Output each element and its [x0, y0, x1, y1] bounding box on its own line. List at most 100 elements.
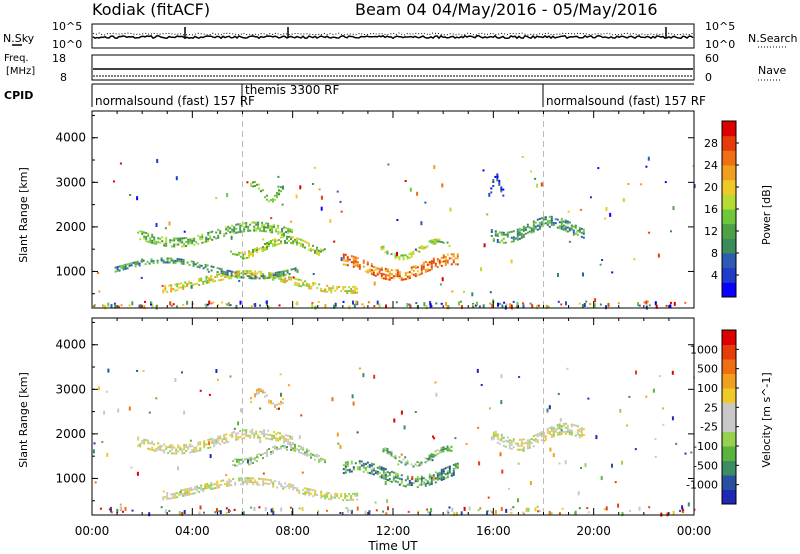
sparse-echo-cell [664, 181, 667, 184]
sparse-echo-cell [225, 507, 228, 510]
echo-cell [362, 261, 365, 264]
sparse-echo-cell [626, 424, 628, 427]
echo-cell [406, 257, 409, 260]
echo-cell [283, 435, 286, 438]
echo-cell [249, 430, 252, 433]
colorbar-tick-label: 24 [704, 159, 718, 172]
echo-cell [488, 192, 491, 195]
echo-cell [285, 440, 288, 443]
echo-cell [264, 249, 266, 251]
echo-cell [432, 259, 435, 262]
echo-cell [165, 242, 168, 245]
echo-cell [175, 448, 178, 451]
echo-cell [490, 436, 493, 439]
echo-cell [268, 479, 271, 481]
echo-cell [496, 441, 499, 444]
echo-cell [217, 228, 220, 231]
echo-cell [128, 264, 131, 267]
echo-cell [568, 433, 571, 436]
echo-cell [430, 268, 433, 271]
echo-cell [318, 454, 320, 457]
echo-cell [243, 437, 246, 440]
sparse-echo-cell [420, 221, 423, 226]
echo-cell [207, 439, 210, 441]
echo-cell [350, 462, 353, 465]
echo-cell [249, 229, 252, 232]
sparse-echo-cell [238, 279, 241, 282]
echo-cell [378, 471, 381, 474]
echo-cell [438, 263, 441, 266]
echo-cell [228, 482, 231, 485]
echo-cell [576, 433, 579, 436]
echo-cell [223, 434, 226, 436]
echo-cell [251, 221, 254, 224]
sparse-echo-cell [214, 511, 217, 514]
echo-cell [174, 289, 177, 292]
sparse-echo-cell [581, 304, 584, 309]
echo-cell [281, 233, 284, 236]
echo-cell [228, 478, 231, 481]
echo-cell [193, 237, 196, 240]
echo-cell [440, 264, 443, 267]
echo-cell [292, 268, 295, 270]
colorbar-swatch [722, 446, 736, 461]
echo-cell [516, 228, 519, 231]
echo-cell [416, 270, 419, 273]
echo-cell [274, 403, 276, 406]
echo-cell [238, 270, 241, 273]
echo-cell [394, 472, 397, 475]
echo-cell [366, 465, 369, 468]
echo-cell [272, 481, 275, 484]
echo-cell [344, 467, 347, 470]
echo-cell [270, 479, 273, 482]
echo-cell [560, 427, 563, 429]
echo-cell [227, 229, 230, 232]
echo-cell [233, 232, 236, 235]
echo-cell [406, 277, 409, 280]
sparse-echo-cell [617, 503, 620, 508]
echo-cell [248, 277, 251, 280]
sparse-echo-cell [170, 304, 173, 307]
echo-cell [396, 481, 399, 484]
sparse-echo-cell [512, 506, 515, 509]
echo-cell [283, 441, 286, 444]
echo-cell [292, 488, 295, 491]
echo-cell [258, 277, 261, 280]
echo-cell [280, 274, 283, 277]
echo-cell [300, 285, 303, 288]
echo-cell [265, 437, 268, 440]
echo-cell [280, 278, 283, 281]
echo-cell [386, 471, 389, 474]
echo-cell [580, 227, 583, 230]
echo-cell [296, 239, 298, 242]
sparse-echo-cell [339, 444, 342, 449]
sparse-echo-cell [604, 217, 607, 220]
echo-cell [185, 237, 188, 239]
echo-cell [195, 448, 198, 451]
sparse-echo-cell [409, 187, 412, 192]
sparse-echo-cell [208, 441, 211, 446]
sparse-echo-cell [654, 438, 657, 441]
echo-cell [320, 248, 322, 251]
echo-cell [205, 236, 208, 239]
sparse-echo-cell [546, 408, 549, 413]
sparse-echo-cell [97, 272, 100, 274]
sparse-echo-cell [176, 305, 178, 308]
echo-cell [290, 447, 292, 449]
echo-cell [238, 274, 241, 277]
echo-cell [402, 254, 405, 257]
echo-cell [496, 435, 499, 438]
echo-cell [370, 273, 373, 276]
echo-cell [180, 258, 183, 261]
echo-cell [538, 227, 541, 230]
echo-cell [508, 445, 511, 448]
echo-cell [151, 239, 154, 242]
sparse-echo-cell [522, 302, 525, 305]
echo-cell [240, 477, 243, 480]
sparse-echo-cell [120, 304, 123, 307]
echo-cell [376, 273, 379, 276]
echo-cell [191, 445, 194, 448]
echo-cell [147, 232, 150, 235]
echo-cell [166, 261, 169, 264]
echo-cell [184, 492, 187, 495]
